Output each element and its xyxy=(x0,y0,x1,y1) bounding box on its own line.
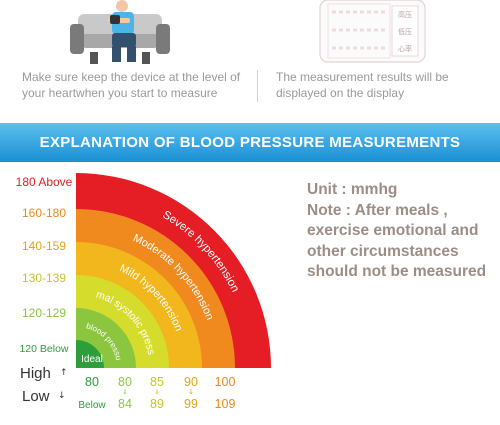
y-label-4: 160-180 xyxy=(22,206,66,220)
blood-pressure-chart: IdealNormal blood pressure valueNormal s… xyxy=(0,162,271,411)
diastolic-high-3: 90 xyxy=(184,375,198,389)
diastolic-low-3: 99 xyxy=(184,397,198,411)
banner-title: EXPLANATION OF BLOOD PRESSURE MEASUREMEN… xyxy=(0,123,500,162)
y-label-5: 180 Above xyxy=(16,175,73,189)
y-label-1: 120-129 xyxy=(22,306,66,320)
diastolic-arrow-1: ↓ xyxy=(122,388,128,396)
person-measuring-illustration xyxy=(70,0,170,64)
note-block: Unit : mmhg Note : After meals , exercis… xyxy=(307,180,500,283)
y-label-0: 120 Below xyxy=(19,343,68,355)
y-label-2: 130-139 xyxy=(22,271,66,285)
diastolic-high-0: 80 xyxy=(85,375,99,389)
diastolic-low-2: 89 xyxy=(150,397,164,411)
diastolic-arrow-2: ↓ xyxy=(154,388,160,396)
note-text: Note : After meals , exercise emotional … xyxy=(307,201,487,281)
right-instruction-caption: The measurement results will be displaye… xyxy=(276,70,449,100)
monitor-display-illustration: 高压 低压 心率 xyxy=(319,0,426,63)
diastolic-low-0: Below xyxy=(78,400,106,411)
diastolic-arrow-3: ↓ xyxy=(188,388,194,396)
diastolic-low-4: 109 xyxy=(215,397,236,411)
y-label-3: 140-159 xyxy=(22,239,66,253)
band-label-0: Ideal xyxy=(81,354,103,365)
diastolic-low-1: 84 xyxy=(118,397,132,411)
display-label-pulse: 心率 xyxy=(398,44,412,53)
left-instruction-caption: Make sure keep the device at the level o… xyxy=(22,70,241,100)
diastolic-high-2: 85 xyxy=(150,375,164,389)
low-row-label: Low xyxy=(22,388,50,405)
band-0 xyxy=(76,340,104,368)
display-label-diastolic: 低压 xyxy=(398,27,412,36)
diastolic-high-1: 80 xyxy=(118,375,132,389)
low-down-arrow: ↓ xyxy=(58,391,66,401)
caption-divider xyxy=(257,70,258,102)
high-row-label: High xyxy=(20,365,51,382)
diastolic-high-4: 100 xyxy=(215,375,236,389)
display-label-systolic: 高压 xyxy=(398,10,412,19)
unit-label: Unit : mmhg xyxy=(307,181,398,198)
high-up-arrow: ↑ xyxy=(60,368,68,378)
